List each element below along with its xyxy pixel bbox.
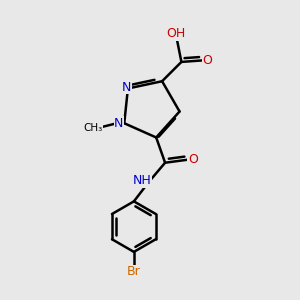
Text: N: N	[114, 117, 124, 130]
Text: OH: OH	[166, 27, 185, 40]
Text: Br: Br	[127, 265, 141, 278]
Text: O: O	[188, 153, 198, 166]
Text: O: O	[202, 54, 212, 67]
Text: NH: NH	[133, 174, 152, 187]
Text: N: N	[122, 80, 131, 94]
Text: CH₃: CH₃	[83, 123, 103, 133]
